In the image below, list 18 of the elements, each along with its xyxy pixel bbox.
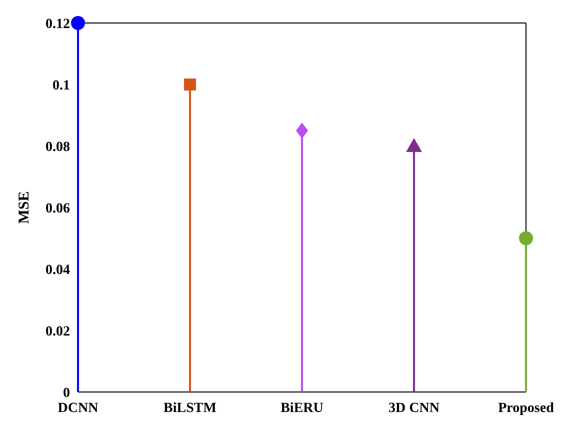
point xyxy=(519,231,533,246)
x-tick-label: Proposed xyxy=(498,400,554,416)
y-tick-label: 0.06 xyxy=(46,201,70,216)
x-tick-label: BiERU xyxy=(280,400,324,416)
x-tick-label: DCNN xyxy=(58,400,98,416)
y-axis-title: MSE xyxy=(16,191,32,224)
y-tick-label: 0.04 xyxy=(46,262,70,278)
y-tick-label: 0 xyxy=(63,386,70,401)
x-tick-label: 3D CNN xyxy=(388,400,440,416)
point xyxy=(406,138,422,152)
point xyxy=(71,16,85,30)
y-tick-label: 0.08 xyxy=(46,140,70,155)
y-tick-label: 0.1 xyxy=(52,78,70,94)
y-tick-label: 0.12 xyxy=(46,16,70,32)
point xyxy=(184,78,196,90)
point xyxy=(296,122,308,139)
x-tick-label: BiLSTM xyxy=(164,400,216,416)
y-tick-label: 0.02 xyxy=(46,324,70,340)
